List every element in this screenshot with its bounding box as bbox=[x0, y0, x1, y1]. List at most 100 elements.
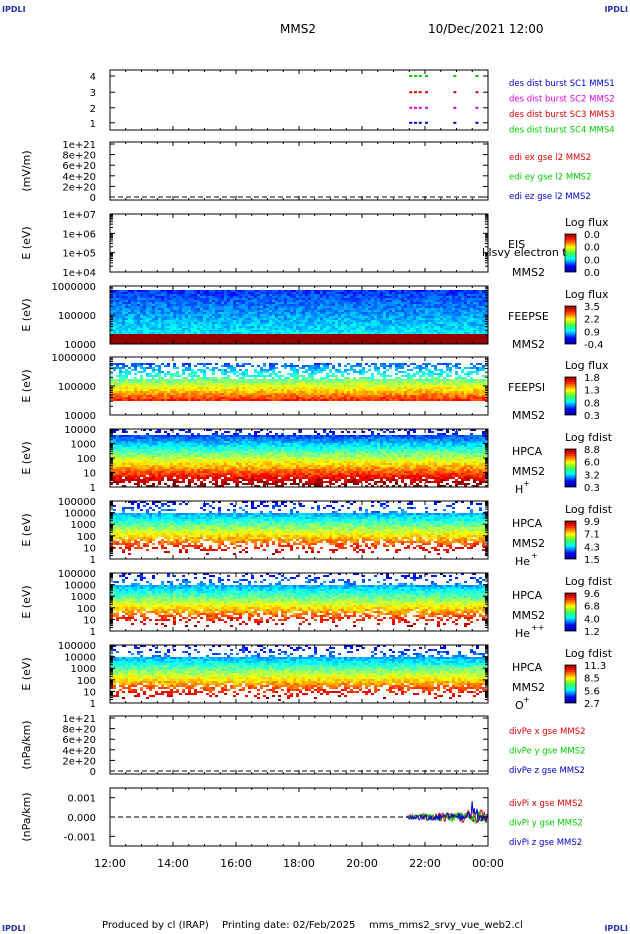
colorbar-tick-label: 2.7 bbox=[584, 699, 600, 710]
panel-burst: 4 3 2 1 des dist burst SC1 MMS1 des dist burs… bbox=[90, 69, 615, 136]
y-tick-label: 10000 bbox=[64, 653, 96, 664]
x-axis-labels: 12:00 14:00 16:00 18:00 20:00 22:00 00:00 bbox=[94, 857, 504, 870]
burst-mark bbox=[413, 75, 417, 77]
footer-produced-by: Produced by cl (IRAP) bbox=[102, 920, 209, 931]
y-tick-label: 0 bbox=[90, 193, 96, 204]
y-tick-label: 10 bbox=[83, 543, 96, 554]
colorbar-tick-label: 0.0 bbox=[584, 268, 600, 279]
y-tick-label: 1000 bbox=[71, 520, 96, 531]
corner-label-top-left: IPDLI bbox=[2, 5, 26, 14]
y-tick-label: -0.001 bbox=[64, 832, 96, 843]
instrument-label: FEEPSE bbox=[508, 310, 549, 323]
colorbar-tick-label: 3.5 bbox=[584, 302, 600, 313]
instrument-label: HPCA bbox=[512, 589, 543, 602]
y-tick-label: 100000 bbox=[58, 641, 96, 652]
colorbar-tick-label: 9.6 bbox=[584, 589, 600, 600]
burst-mark bbox=[409, 121, 413, 124]
burst-mark bbox=[409, 91, 413, 94]
y-tick-label: 100 bbox=[77, 676, 96, 687]
panel-frame bbox=[109, 715, 489, 775]
colorbar-tick-label: 0.0 bbox=[584, 243, 600, 254]
y-tick-label: 1e+21 bbox=[62, 714, 96, 725]
spacecraft-label: MMS2 bbox=[512, 338, 545, 351]
colorbar-tick-label: 6.0 bbox=[584, 458, 600, 469]
colorbar-tick-label: 0.0 bbox=[584, 255, 600, 266]
burst-mark bbox=[413, 106, 417, 109]
colorbar-tick-label: 9.9 bbox=[584, 517, 600, 528]
y-tick-label: 10 bbox=[83, 615, 96, 626]
colorbar-tick-label: 4.0 bbox=[584, 614, 600, 625]
y-axis-label: E (eV) bbox=[20, 513, 33, 546]
burst-mark bbox=[409, 75, 413, 77]
burst-mark bbox=[425, 121, 428, 124]
species-label: O bbox=[515, 699, 524, 712]
spacecraft-label: MMS2 bbox=[512, 537, 545, 550]
y-tick-label: 100 bbox=[77, 532, 96, 543]
colorbar bbox=[564, 592, 577, 632]
colorbar-tick-label: 8.8 bbox=[584, 445, 600, 456]
species-label: He bbox=[515, 627, 530, 640]
burst-mark bbox=[475, 91, 479, 94]
species-charge: + bbox=[523, 695, 530, 704]
y-tick-label: 0.001 bbox=[67, 794, 96, 805]
spacecraft-label: MMS2 bbox=[512, 409, 545, 422]
y-tick-label: 8e+20 bbox=[62, 151, 96, 162]
y-tick-label: 100 bbox=[77, 454, 96, 465]
instrument-label: HPCA bbox=[512, 661, 543, 674]
x-tick-label: 14:00 bbox=[157, 857, 189, 870]
burst-mark bbox=[475, 75, 479, 77]
legend-entry: divPe x gse MMS2 bbox=[509, 727, 586, 737]
y-tick-label: 10000 bbox=[64, 509, 96, 520]
species-charge: ++ bbox=[531, 623, 544, 632]
y-tick-label: 100000 bbox=[58, 311, 96, 322]
y-tick-label: 10 bbox=[83, 687, 96, 698]
panel-feeps_e: 1000000 100000 10000 E (eV) FEEPSE MMS2 Log fl… bbox=[20, 282, 609, 351]
burst-mark bbox=[453, 121, 457, 124]
y-tick-label: 1 bbox=[90, 627, 96, 638]
instrument-label: FEEPSI bbox=[508, 381, 545, 394]
legend-entry: divPi x gse MMS2 bbox=[509, 799, 583, 809]
x-tick-label: 12:00 bbox=[94, 857, 126, 870]
colorbar-tick-label: 1.3 bbox=[584, 386, 600, 397]
y-tick-label: 0.000 bbox=[67, 813, 96, 824]
colorbar-tick-label: 0.8 bbox=[584, 398, 600, 409]
y-tick-label: 10000 bbox=[64, 425, 96, 436]
burst-mark bbox=[425, 106, 428, 109]
colorbar bbox=[564, 233, 577, 273]
corner-label-bottom-left: IPDLI bbox=[2, 924, 26, 933]
panel-divpi: 0.001 0.000 -0.001 (nPa/km) divPi x gse MMS2… bbox=[20, 787, 583, 848]
y-tick-label: 1 bbox=[90, 555, 96, 566]
legend-entry: edi ez gse l2 MMS2 bbox=[509, 192, 591, 202]
colorbar-title: Log fdist bbox=[565, 431, 613, 444]
colorbar-tick-label: 1.5 bbox=[584, 555, 600, 566]
y-tick-label: 4 bbox=[90, 72, 96, 83]
legend-entry: edi ex gse l2 MMS2 bbox=[509, 153, 591, 163]
y-axis-label: E (eV) bbox=[20, 441, 33, 474]
y-axis-label: E (eV) bbox=[20, 298, 33, 331]
y-tick-label: 1000000 bbox=[51, 353, 96, 364]
y-tick-label: 1e+04 bbox=[62, 268, 96, 279]
burst-mark bbox=[425, 91, 428, 94]
y-tick-label: 8e+20 bbox=[62, 725, 96, 736]
burst-mark bbox=[453, 75, 457, 77]
x-tick-label: 22:00 bbox=[409, 857, 441, 870]
panel-eis: 1e+07 1e+06 1e+05 1e+04 E (eV) EIS MMS2 l lsvy … bbox=[20, 210, 609, 279]
footer-printing-date: Printing date: 02/Feb/2025 bbox=[222, 920, 356, 931]
x-tick-label: 16:00 bbox=[220, 857, 252, 870]
species-label: He bbox=[515, 555, 530, 568]
species-charge: + bbox=[523, 479, 530, 488]
burst-mark bbox=[418, 121, 422, 124]
instrument-label: EIS bbox=[508, 238, 525, 251]
colorbar-tick-label: 6.8 bbox=[584, 602, 600, 613]
burst-mark bbox=[475, 121, 479, 124]
burst-mark bbox=[409, 106, 413, 109]
colorbar-tick-label: 8.5 bbox=[584, 674, 600, 685]
y-tick-label: 100 bbox=[77, 604, 96, 615]
colorbar bbox=[564, 520, 577, 560]
panel-hpca_h: 10000 1000 100 10 1 E (eV) HPCA MMS2 H + Log fdist… bbox=[20, 425, 613, 496]
y-axis-label: E (eV) bbox=[20, 226, 33, 259]
burst-mark bbox=[453, 106, 457, 109]
